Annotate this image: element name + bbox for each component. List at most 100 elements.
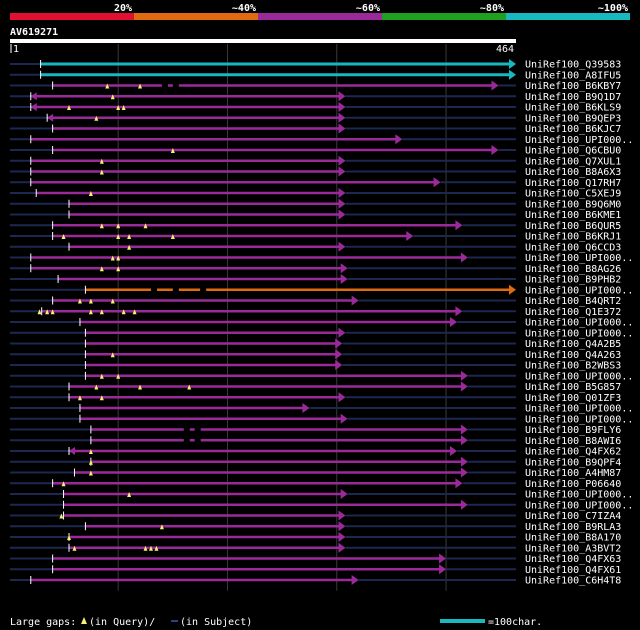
query-gap-marker-0 <box>110 352 115 358</box>
hit-bar <box>47 116 340 119</box>
hit-row: UniRef100_B6KRJ1 <box>10 231 621 243</box>
hit-label[interactable]: UniRef100_B8A170 <box>525 533 621 544</box>
hit-label[interactable]: UniRef100_Q39583 <box>525 60 621 71</box>
hit-label[interactable]: UniRef100_UPI000.. <box>525 371 633 382</box>
hit-bar <box>30 578 353 582</box>
hit-row: UniRef100_Q4FX61 <box>10 564 621 576</box>
hit-arrow <box>335 349 343 360</box>
hit-label[interactable]: UniRef100_C5XEJ9 <box>525 189 621 200</box>
hit-arrow-left <box>47 113 54 122</box>
hit-label[interactable]: UniRef100_UPI000.. <box>525 135 633 146</box>
hit-label[interactable]: UniRef100_P06640 <box>525 479 621 490</box>
legend-segment-3 <box>382 13 506 20</box>
hit-label[interactable]: UniRef100_Q6CCD3 <box>525 242 621 253</box>
hit-label[interactable]: UniRef100_UPI000.. <box>525 318 633 329</box>
query-ruler <box>10 39 516 43</box>
hit-label[interactable]: UniRef100_B9QEP3 <box>525 113 621 124</box>
hit-bar <box>69 202 340 205</box>
query-gap-marker-0 <box>99 169 104 175</box>
hit-label[interactable]: UniRef100_B2WBS3 <box>525 361 621 372</box>
hit-label[interactable]: UniRef100_Q4FX61 <box>525 565 621 576</box>
hit-label[interactable]: UniRef100_C7IZA4 <box>525 511 621 522</box>
hit-label[interactable]: UniRef100_B9PHB2 <box>525 275 621 286</box>
hit-bar <box>90 428 462 431</box>
hit-row: UniRef100_B6KJC7 <box>10 123 621 135</box>
hit-label[interactable]: UniRef100_B8AWI6 <box>525 436 621 447</box>
hit-arrow <box>449 317 457 327</box>
hit-arrow <box>395 134 403 145</box>
hit-bar <box>52 127 340 130</box>
hit-label[interactable]: UniRef100_B9QPF4 <box>525 457 621 468</box>
hit-row: UniRef100_Q4A263 <box>10 349 621 361</box>
hit-label[interactable]: UniRef100_B4QRT2 <box>525 296 621 307</box>
hit-label[interactable]: UniRef100_UPI000.. <box>525 414 633 425</box>
hit-label[interactable]: UniRef100_A4HM87 <box>525 468 621 479</box>
query-gap-marker-2 <box>121 105 126 110</box>
hit-label[interactable]: UniRef100_B8A6X3 <box>525 167 621 178</box>
hit-row: UniRef100_B9FLY6 <box>10 424 621 436</box>
hit-bar <box>69 546 340 549</box>
hit-label[interactable]: UniRef100_B6KLS9 <box>525 103 621 114</box>
hit-label[interactable]: UniRef100_Q17RH7 <box>525 178 621 189</box>
footer-subject-gap-text: (in Subject) <box>180 617 252 628</box>
hit-bar <box>85 331 340 334</box>
query-gap-marker-2 <box>127 234 132 239</box>
hit-bar <box>40 73 510 77</box>
hit-label[interactable]: UniRef100_B8AG26 <box>525 264 621 275</box>
query-gap-marker-0 <box>88 459 93 465</box>
hit-bar <box>30 105 340 109</box>
hit-label[interactable]: UniRef100_A8IFU5 <box>525 70 621 81</box>
hit-label[interactable]: UniRef100_B9Q1D7 <box>525 92 621 103</box>
hit-row: UniRef100_C5XEJ9 <box>10 188 621 200</box>
hit-bar <box>52 568 441 571</box>
hit-arrow <box>338 532 346 542</box>
query-gap-marker-6 <box>132 309 137 315</box>
hit-label[interactable]: UniRef100_UPI000.. <box>525 253 633 264</box>
hit-label[interactable]: UniRef100_UPI000.. <box>525 404 633 415</box>
hit-label[interactable]: UniRef100_C6H4T8 <box>525 576 621 587</box>
hit-row: UniRef100_B9QPF4 <box>10 456 621 468</box>
hit-row: UniRef100_B6KME1 <box>10 209 621 221</box>
hit-arrow <box>455 478 463 489</box>
hit-label[interactable]: UniRef100_UPI000.. <box>525 490 633 501</box>
query-gap-marker-2 <box>143 223 148 229</box>
hit-label[interactable]: UniRef100_B6KJC7 <box>525 124 621 135</box>
hit-bar <box>41 310 457 313</box>
hit-label[interactable]: UniRef100_B9FLY6 <box>525 425 621 436</box>
hit-label[interactable]: UniRef100_Q6CBU0 <box>525 146 621 157</box>
hit-label[interactable]: UniRef100_UPI000.. <box>525 285 633 296</box>
hit-label[interactable]: UniRef100_Q1E372 <box>525 307 621 318</box>
hit-row: UniRef100_UPI000.. <box>10 327 633 339</box>
hit-label[interactable]: UniRef100_A3BVT2 <box>525 543 621 554</box>
hit-row: UniRef100_Q4A2B5 <box>10 338 621 350</box>
hit-label[interactable]: UniRef100_B9Q6M0 <box>525 199 621 210</box>
hit-label[interactable]: UniRef100_Q4A263 <box>525 350 621 361</box>
hit-label[interactable]: UniRef100_B5G857 <box>525 382 621 393</box>
query-gap-marker-0 <box>127 492 132 497</box>
hit-label[interactable]: UniRef100_B9RLA3 <box>525 522 621 533</box>
hit-bar <box>30 170 340 173</box>
query-id: AV619271 <box>10 27 58 38</box>
hit-label[interactable]: UniRef100_Q01ZF3 <box>525 393 621 404</box>
hit-arrow <box>455 306 463 317</box>
hit-arrow <box>460 370 468 381</box>
hit-label[interactable]: UniRef100_UPI000.. <box>525 500 633 511</box>
hit-label[interactable]: UniRef100_B6KME1 <box>525 210 621 221</box>
hit-label[interactable]: UniRef100_UPI000.. <box>525 328 633 339</box>
hit-label[interactable]: UniRef100_Q4FX63 <box>525 554 621 565</box>
query-gap-marker-0 <box>170 148 175 153</box>
hit-row: UniRef100_Q4FX62 <box>10 446 621 458</box>
hit-label[interactable]: UniRef100_Q4A2B5 <box>525 339 621 350</box>
hit-label[interactable]: UniRef100_B6QUR5 <box>525 221 621 232</box>
hit-label[interactable]: UniRef100_B6KBY7 <box>525 81 621 92</box>
hit-label[interactable]: UniRef100_Q7XUL1 <box>525 156 621 167</box>
hit-arrow <box>338 123 346 134</box>
hit-label[interactable]: UniRef100_B6KRJ1 <box>525 232 621 243</box>
hit-label[interactable]: UniRef100_Q4FX62 <box>525 447 621 458</box>
hit-row: UniRef100_B8AWI6 <box>10 435 621 447</box>
hit-bar <box>30 95 340 98</box>
hit-row: UniRef100_B8AG26 <box>10 263 621 275</box>
query-gap-marker-1 <box>116 255 121 261</box>
hit-arrow <box>338 102 346 112</box>
hit-row: UniRef100_B9PHB2 <box>10 274 621 286</box>
